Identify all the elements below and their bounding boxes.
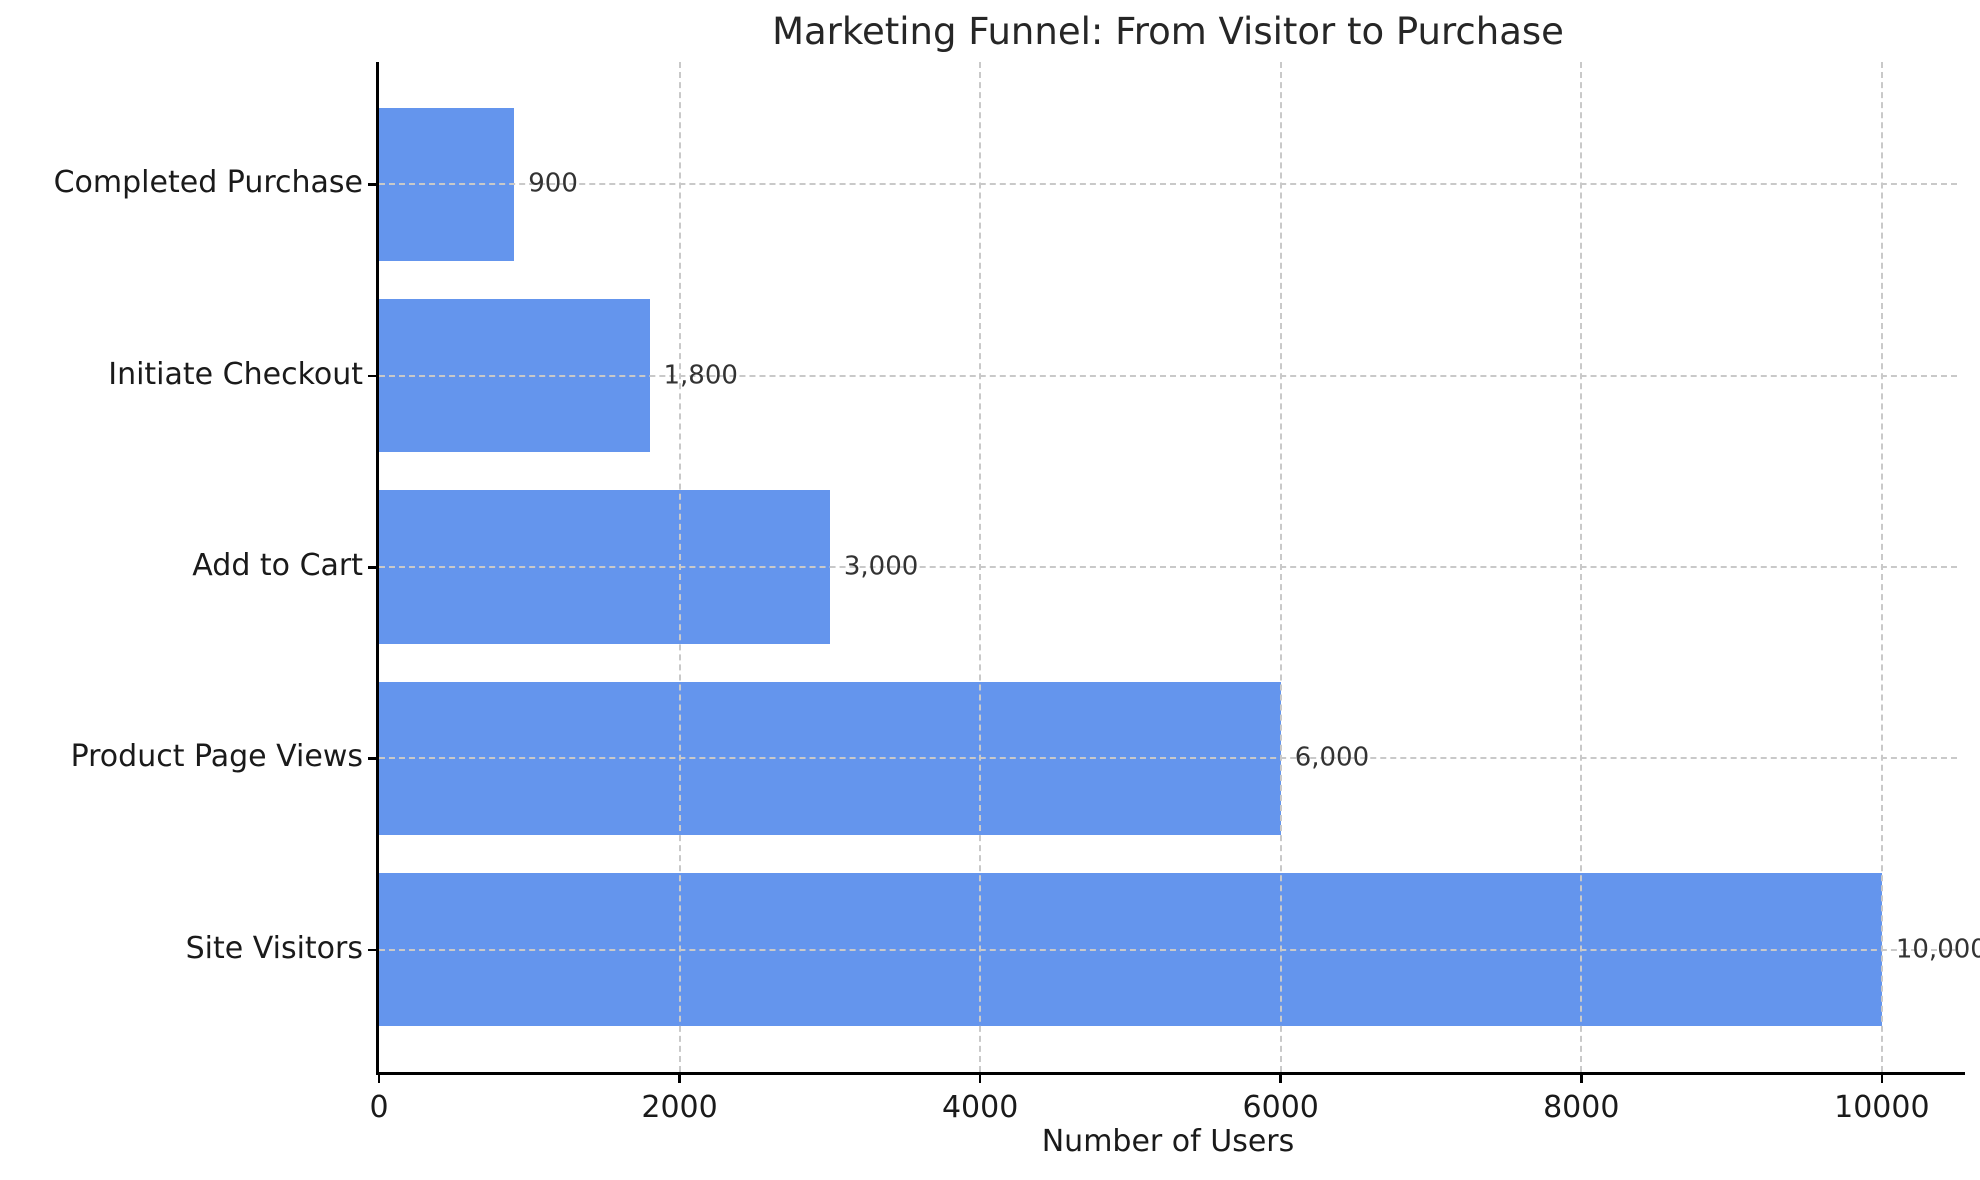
y-gridline: [379, 757, 1957, 760]
bar-value-label: 10,000: [1895, 933, 1980, 964]
x-axis-label: Number of Users: [1041, 1124, 1295, 1159]
category-label: Initiate Checkout: [108, 356, 363, 392]
x-tick-label: 0: [369, 1090, 389, 1125]
x-tick-label: 4000: [941, 1090, 1019, 1125]
x-tick-mark: [1279, 1072, 1282, 1083]
category-label: Site Visitors: [185, 930, 363, 966]
y-axis-spine: [376, 62, 379, 1075]
bar-value-label: 3,000: [843, 551, 919, 582]
y-gridline: [379, 374, 1957, 377]
x-gridline: [1580, 62, 1583, 1072]
x-tick-mark: [678, 1072, 681, 1083]
x-tick-mark: [1880, 1072, 1884, 1083]
category-label: Product Page Views: [70, 739, 363, 775]
bar-value-label: 6,000: [1294, 742, 1370, 773]
y-tick-mark: [368, 757, 379, 760]
y-tick-mark: [368, 374, 379, 378]
chart-title: Marketing Funnel: From Visitor to Purcha…: [772, 10, 1564, 53]
x-gridline: [1279, 62, 1282, 1072]
y-tick-mark: [368, 183, 379, 186]
x-gridline: [979, 62, 982, 1072]
category-label: Completed Purchase: [53, 165, 363, 201]
x-tick-mark: [1580, 1072, 1583, 1083]
x-axis-spine: [376, 1072, 1965, 1075]
y-tick-mark: [368, 566, 379, 569]
x-gridline: [678, 62, 681, 1072]
y-gridline: [379, 566, 1957, 568]
x-tick-label: 6000: [1242, 1090, 1319, 1125]
bar-value-label: 1,800: [663, 360, 738, 391]
y-gridline: [379, 183, 1957, 186]
x-tick-mark: [978, 1072, 982, 1083]
y-gridline: [379, 948, 1957, 951]
y-tick-mark: [368, 948, 379, 952]
x-gridline: [1880, 62, 1883, 1072]
x-tick-label: 8000: [1543, 1090, 1620, 1125]
bar-value-label: 900: [528, 168, 578, 199]
category-label: Add to Cart: [192, 548, 363, 584]
x-tick-label: 10000: [1834, 1090, 1930, 1125]
x-tick-label: 2000: [641, 1090, 718, 1125]
x-tick-mark: [377, 1072, 381, 1083]
